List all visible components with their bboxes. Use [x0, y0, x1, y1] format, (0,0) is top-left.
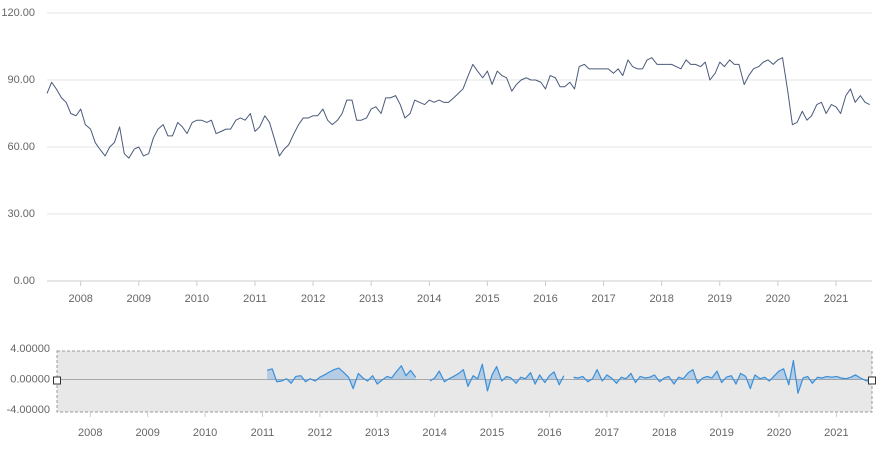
y-tick-label: 0.00 [14, 275, 35, 287]
y-tick-label: 60.00 [7, 141, 35, 153]
x-tick-label: 2014 [422, 427, 446, 439]
x-tick-label: 2013 [359, 293, 383, 305]
y-tick-label: 4.00000 [10, 343, 50, 355]
y-tick-label: 30.00 [7, 208, 35, 220]
x-tick-label: 2008 [68, 293, 92, 305]
x-tick-label: 2013 [365, 427, 389, 439]
y-tick-label: -4.00000 [7, 404, 50, 416]
x-tick-label: 2016 [537, 427, 561, 439]
x-tick-label: 2012 [301, 293, 325, 305]
x-tick-label: 2015 [480, 427, 504, 439]
area-line [266, 359, 870, 394]
y-tick-label: 90.00 [7, 74, 35, 86]
x-tick-label: 2018 [652, 427, 676, 439]
x-tick-label: 2016 [533, 293, 557, 305]
line [46, 57, 870, 159]
x-tick-label: 2020 [767, 427, 791, 439]
y-tick-label: 0.00000 [10, 373, 50, 385]
y-tick-label: 120.00 [1, 7, 35, 19]
x-tick-label: 2010 [185, 293, 209, 305]
x-tick-label: 2009 [127, 293, 151, 305]
brush-handle[interactable] [868, 376, 876, 385]
x-tick-label: 2017 [595, 427, 619, 439]
x-tick-label: 2017 [591, 293, 615, 305]
x-tick-label: 2021 [824, 293, 848, 305]
x-tick-label: 2015 [475, 293, 499, 305]
x-tick-label: 2019 [709, 427, 733, 439]
brush-window[interactable] [56, 350, 873, 413]
x-tick-label: 2008 [78, 427, 102, 439]
x-tick-label: 2014 [417, 293, 441, 305]
x-tick-label: 2011 [243, 293, 267, 305]
x-tick-label: 2021 [824, 427, 848, 439]
x-tick-label: 2019 [708, 293, 732, 305]
x-tick-label: 2011 [251, 427, 275, 439]
brush-handle[interactable] [53, 376, 61, 385]
x-tick-label: 2009 [135, 427, 159, 439]
x-tick-label: 2010 [193, 427, 217, 439]
x-tick-label: 2012 [308, 427, 332, 439]
x-tick-label: 2020 [766, 293, 790, 305]
x-tick-label: 2018 [649, 293, 673, 305]
